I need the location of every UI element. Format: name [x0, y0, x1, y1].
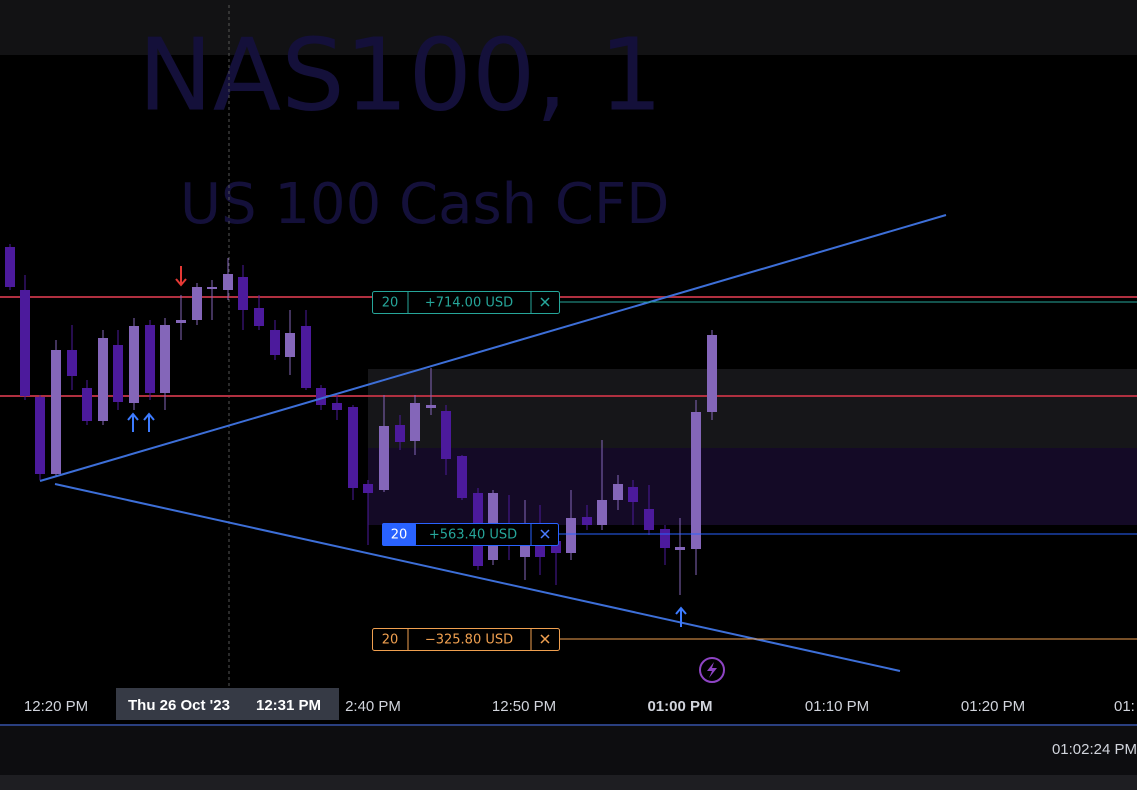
candle-body: [5, 247, 15, 287]
candle-body: [644, 509, 654, 530]
crosshair-date: Thu 26 Oct '23: [128, 697, 230, 714]
candles: [5, 244, 717, 595]
candle-body: [35, 397, 45, 474]
candle-body: [67, 350, 77, 376]
close-button[interactable]: [540, 297, 550, 307]
sell-arrow: [175, 266, 187, 287]
candle-body: [238, 277, 248, 310]
candle-body: [441, 411, 451, 459]
zone-purple: [368, 448, 1137, 525]
candle-body: [82, 388, 92, 421]
order-quantity: 20: [382, 296, 399, 311]
candle-body: [51, 350, 61, 474]
quantity-box: [382, 523, 416, 546]
order-pnl: −325.80 USD: [425, 633, 513, 648]
watermark-description: US 100 Cash CFD: [180, 172, 669, 237]
status-bar: [0, 725, 1137, 775]
candle-body: [410, 403, 420, 441]
candle-body: [254, 308, 264, 326]
candle-body: [207, 287, 217, 289]
candle-body: [426, 405, 436, 408]
candle-body: [113, 345, 123, 402]
buy-arrow: [127, 412, 139, 432]
candle-body: [285, 333, 295, 357]
event-icon[interactable]: [699, 657, 725, 683]
bottom-strip: [0, 775, 1137, 790]
order-quantity: 20: [391, 528, 408, 543]
trendline: [39, 214, 947, 482]
candle-body: [176, 320, 186, 323]
candle-body: [145, 325, 155, 393]
candle-body: [535, 545, 545, 557]
candle-body: [98, 338, 108, 421]
candle-body: [691, 412, 701, 549]
order-label[interactable]: [372, 628, 560, 651]
time-label: 01:10 PM: [805, 698, 869, 715]
candle-body: [332, 403, 342, 410]
candle-body: [270, 330, 280, 355]
time-label: 2:40 PM: [345, 698, 401, 715]
buy-arrow: [143, 412, 155, 432]
candle-body: [160, 325, 170, 393]
candle-body: [348, 407, 358, 488]
time-label: 01:: [1114, 698, 1135, 715]
candle-body: [675, 547, 685, 550]
candle-body: [395, 425, 405, 442]
candle-body: [613, 484, 623, 500]
time-label: 01:00 PM: [647, 698, 712, 715]
lightning: [707, 662, 717, 678]
order-pnl: +563.40 USD: [429, 528, 517, 543]
crosshair-label: [116, 688, 339, 720]
candle-body: [301, 326, 311, 388]
candle-body: [707, 335, 717, 412]
candle-body: [457, 456, 467, 498]
buy-arrow: [675, 606, 687, 627]
time-label: 12:20 PM: [24, 698, 88, 715]
time-label: 01:20 PM: [961, 698, 1025, 715]
candle-body: [551, 541, 561, 553]
candle-body: [379, 426, 389, 490]
close-button[interactable]: [540, 634, 550, 644]
top-band: [0, 0, 1137, 55]
candle-body: [20, 290, 30, 396]
candle-body: [129, 326, 139, 403]
close-button[interactable]: [540, 529, 550, 539]
candle-body: [582, 517, 592, 525]
watermark-symbol: NAS100, 1: [138, 16, 663, 133]
candle-body: [316, 388, 326, 405]
zone-gray: [368, 369, 1137, 448]
candle-body: [660, 529, 670, 548]
candle-body: [363, 484, 373, 493]
order-pnl: +714.00 USD: [425, 296, 513, 311]
candle-body: [628, 487, 638, 502]
candle-body: [566, 518, 576, 553]
time-label: 12:50 PM: [492, 698, 556, 715]
candle-body: [192, 287, 202, 320]
candle-body: [223, 274, 233, 290]
crosshair-time: 12:31 PM: [256, 697, 321, 714]
order-label[interactable]: [372, 291, 560, 314]
candle-body: [597, 500, 607, 525]
clock: 01:02:24 PM: [1052, 741, 1137, 758]
trendline: [54, 483, 901, 672]
order-quantity: 20: [382, 633, 399, 648]
